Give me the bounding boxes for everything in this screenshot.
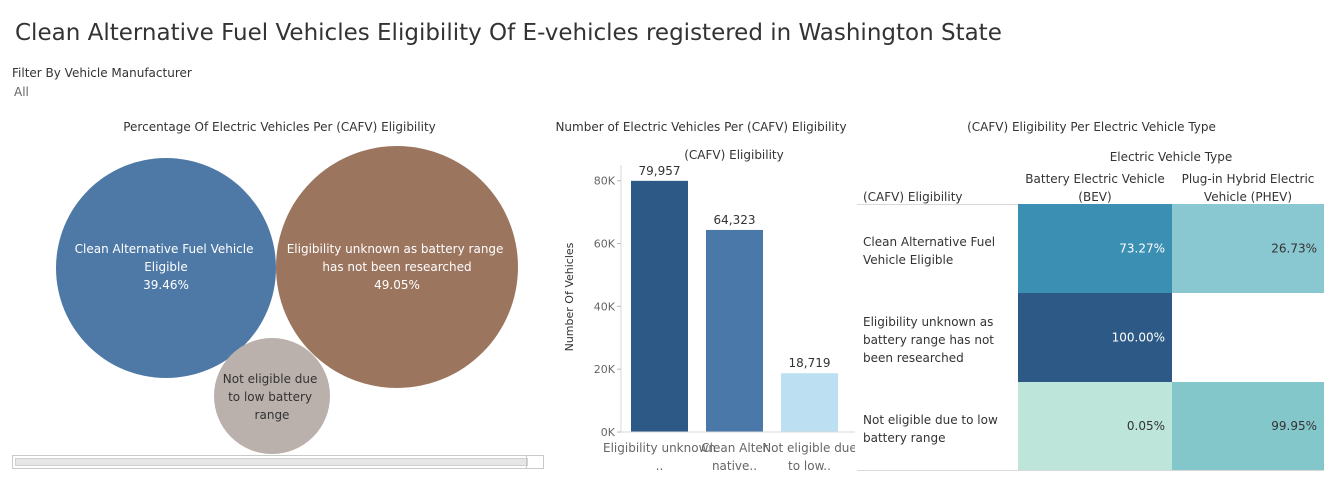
filter-manufacturer-dropdown[interactable]: All: [14, 85, 29, 99]
bar-chart: 0K 20K 40K 60K 80K Number Of Vehicles 79,957 El…: [563, 165, 855, 473]
heatmap-cell[interactable]: [1018, 204, 1172, 293]
svg-text:Clean Alternative Fuel Vehicle: Clean Alternative Fuel Vehicle Eligible: [75, 242, 258, 274]
heatmap-row-header: (CAFV) Eligibility: [863, 190, 963, 204]
heatmap-cell-value: 100.00%: [1112, 331, 1165, 345]
bubble-unknown[interactable]: [276, 146, 518, 388]
bubble-not-eligible-label-3: range: [255, 408, 290, 422]
scrollbar-end-button[interactable]: [526, 456, 543, 468]
heatmap-cell[interactable]: [1172, 382, 1324, 470]
bar-chart-title: Number of Electric Vehicles Per (CAFV) E…: [555, 120, 847, 134]
heatmap-cell[interactable]: [1018, 382, 1172, 470]
bar-y-axis-title: Number Of Vehicles: [563, 242, 576, 351]
bubble-eligible[interactable]: [56, 158, 276, 378]
bubble-unknown-label-2: has not been researched: [322, 260, 471, 274]
bubble-eligible-label-2: Eligible: [144, 260, 188, 274]
bar-category-label: Not eligible due to low..: [762, 441, 855, 473]
heatmap-cell-value: 73.27%: [1119, 242, 1165, 256]
bar-chart-header: (CAFV) Eligibility: [684, 148, 784, 162]
heatmap-bottom-divider: [857, 470, 1324, 471]
bar-1[interactable]: [706, 229, 763, 432]
bar-2[interactable]: [781, 373, 838, 432]
bubble-not-eligible[interactable]: [214, 338, 330, 454]
bar-0[interactable]: [631, 180, 688, 432]
bubble-chart: Clean Alternative Fuel Vehicle Eligible …: [56, 146, 518, 454]
heatmap-row-label-eligible: Clean Alternative Fuel Vehicle Eligible: [863, 235, 996, 267]
bar-value-label: 79,957: [639, 165, 681, 178]
svg-text:Eligibility unknown as battery: Eligibility unknown as battery range has…: [287, 242, 508, 274]
bar-value-label: 64,323: [714, 213, 756, 227]
bubble-unknown-value: 49.05%: [374, 278, 420, 292]
heatmap-cell-value: 0.05%: [1127, 419, 1165, 433]
heatmap-cell-value: 99.95%: [1271, 419, 1317, 433]
bar-y-tick-label: 60K: [594, 238, 616, 251]
heatmap-cell[interactable]: [1018, 293, 1172, 382]
heatmap-cell-value: 26.73%: [1271, 242, 1317, 256]
bar-y-tick-label: 20K: [594, 363, 616, 376]
bar-y-tick-label: 0K: [601, 426, 616, 439]
bubble-eligible-value: 39.46%: [143, 278, 189, 292]
heatmap-row-label-not-eligible: Not eligible due to low battery range: [863, 413, 998, 445]
bubble-eligible-label-1: Clean Alternative Fuel Vehicle: [75, 242, 254, 256]
heatmap-column-phev: Plug-in Hybrid Electric Vehicle (PHEV): [1181, 172, 1315, 204]
heatmap-cell[interactable]: [1172, 204, 1324, 293]
heatmap-column-bev: Battery Electric Vehicle (BEV): [1025, 172, 1165, 204]
scrollbar-thumb[interactable]: [15, 458, 528, 466]
bar-category-label: Eligibility unknown..: [603, 441, 716, 473]
svg-text:Not eligible due to low ba: Not eligible due to low battery range: [223, 372, 321, 422]
heatmap-grid: 73.27% 26.73% 100.00% 0.05% 99.95%: [1018, 204, 1324, 470]
bubble-unknown-label-1: Eligibility unknown as battery range: [287, 242, 504, 256]
bar-category-label: Clean Alter native..: [701, 441, 768, 473]
bar-y-tick-label: 80K: [594, 175, 616, 188]
filter-label: Filter By Vehicle Manufacturer: [12, 66, 192, 80]
heatmap-row-label-unknown: Eligibility unknown as battery range has…: [863, 315, 994, 365]
heatmap-column-header: Electric Vehicle Type: [1109, 150, 1233, 164]
bar-y-tick-label: 40K: [594, 300, 616, 313]
bubble-not-eligible-label-2: to low battery: [228, 390, 312, 404]
bubble-not-eligible-label-1: Not eligible due: [223, 372, 318, 386]
bubble-chart-title: Percentage Of Electric Vehicles Per (CAF…: [123, 120, 436, 134]
horizontal-scrollbar[interactable]: [12, 455, 544, 469]
bar-value-label: 18,719: [789, 356, 831, 370]
heatmap-title: (CAFV) Eligibility Per Electric Vehicle …: [967, 120, 1216, 134]
dashboard-title: Clean Alternative Fuel Vehicles Eligibil…: [15, 20, 1002, 46]
